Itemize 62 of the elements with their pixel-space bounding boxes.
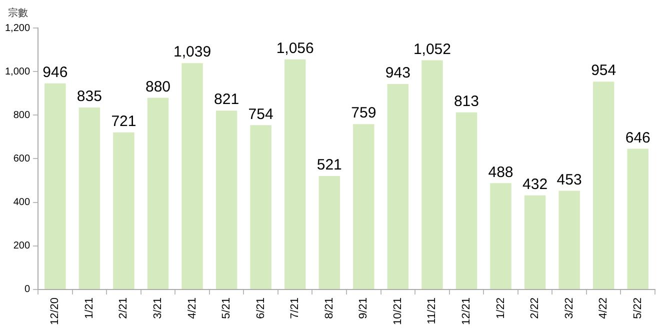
data-label: 759	[351, 104, 376, 122]
x-tick-label: 5/22	[632, 297, 644, 319]
data-label: 943	[385, 64, 410, 82]
bar	[524, 195, 546, 289]
y-tick-label: 600	[13, 153, 30, 164]
y-tick-label: 1,200	[4, 22, 30, 34]
data-label: 813	[454, 92, 479, 110]
bar	[318, 176, 340, 289]
y-axis-title: 宗數	[8, 6, 28, 19]
x-tick-label: 1/21	[83, 297, 96, 319]
x-tick-label: 12/20	[49, 297, 62, 326]
data-label: 1,056	[276, 40, 314, 58]
bar	[387, 84, 409, 289]
x-tick-label: 3/22	[563, 297, 576, 319]
bar	[113, 132, 134, 289]
data-label: 646	[625, 129, 650, 146]
x-tick-label: 9/21	[358, 297, 370, 319]
bar	[250, 125, 272, 289]
data-label: 432	[522, 176, 548, 193]
x-tick-label: 2/21	[118, 297, 130, 319]
x-tick-label: 4/21	[186, 297, 198, 319]
x-tick-label: 7/21	[289, 297, 302, 319]
bar	[558, 190, 580, 289]
x-tick-label: 10/21	[392, 297, 404, 326]
x-tick-label: 6/21	[254, 297, 267, 319]
bar	[182, 63, 203, 289]
data-label: 488	[488, 164, 514, 181]
y-tick-label: 0	[24, 284, 30, 296]
x-tick-label: 2/22	[529, 297, 542, 319]
bar	[627, 148, 648, 289]
y-tick-label: 800	[13, 110, 30, 121]
y-tick-label: 200	[13, 240, 30, 252]
bar	[490, 183, 512, 289]
bar	[456, 112, 478, 289]
bar	[44, 83, 66, 289]
data-label: 1,052	[413, 40, 451, 58]
data-label: 821	[214, 91, 240, 108]
y-tick-label: 1,000	[4, 66, 30, 78]
data-label: 721	[111, 113, 136, 130]
x-tick-label: 12/21	[460, 297, 473, 326]
bar	[78, 108, 100, 289]
data-label: 453	[556, 171, 582, 188]
data-label: 954	[591, 62, 616, 80]
bar	[147, 98, 169, 289]
x-tick-label: 5/21	[220, 297, 233, 319]
bar	[216, 110, 238, 289]
x-tick-label: 4/22	[598, 297, 610, 319]
data-label: 1,039	[173, 44, 212, 61]
bar	[422, 60, 443, 289]
data-label: 835	[76, 88, 102, 106]
data-label: 521	[316, 156, 342, 174]
y-tick-label: 400	[13, 197, 30, 208]
x-tick-label: 1/22	[494, 297, 507, 319]
x-tick-label: 8/21	[323, 297, 336, 319]
data-label: 880	[145, 78, 171, 96]
bar	[353, 124, 374, 289]
data-label: 946	[42, 64, 68, 81]
x-tick-label: 11/21	[426, 297, 438, 324]
bar	[592, 82, 614, 289]
x-tick-label: 3/21	[152, 297, 164, 319]
bar	[284, 59, 306, 289]
data-label: 754	[248, 106, 274, 123]
